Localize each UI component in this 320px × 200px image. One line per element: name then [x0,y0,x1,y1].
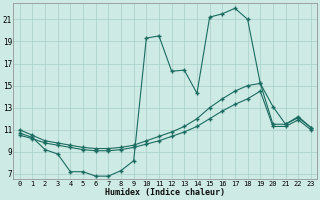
X-axis label: Humidex (Indice chaleur): Humidex (Indice chaleur) [105,188,225,197]
